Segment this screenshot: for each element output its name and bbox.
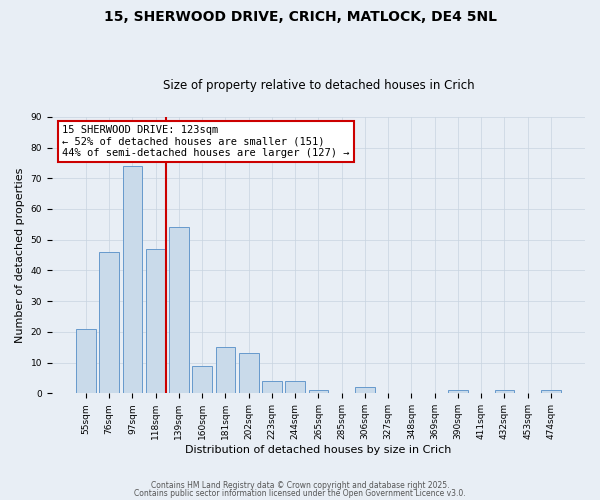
Bar — [169, 228, 189, 394]
Bar — [122, 166, 142, 394]
Bar — [494, 390, 514, 394]
Bar — [448, 390, 468, 394]
Bar — [285, 381, 305, 394]
Bar — [76, 329, 96, 394]
Y-axis label: Number of detached properties: Number of detached properties — [15, 168, 25, 343]
Bar — [239, 354, 259, 394]
Bar — [308, 390, 328, 394]
Bar — [541, 390, 561, 394]
Bar — [192, 366, 212, 394]
Text: Contains public sector information licensed under the Open Government Licence v3: Contains public sector information licen… — [134, 488, 466, 498]
Bar — [99, 252, 119, 394]
Bar — [215, 348, 235, 394]
Text: 15, SHERWOOD DRIVE, CRICH, MATLOCK, DE4 5NL: 15, SHERWOOD DRIVE, CRICH, MATLOCK, DE4 … — [104, 10, 497, 24]
Bar — [262, 381, 282, 394]
Bar — [146, 249, 166, 394]
Text: 15 SHERWOOD DRIVE: 123sqm
← 52% of detached houses are smaller (151)
44% of semi: 15 SHERWOOD DRIVE: 123sqm ← 52% of detac… — [62, 125, 350, 158]
Text: Contains HM Land Registry data © Crown copyright and database right 2025.: Contains HM Land Registry data © Crown c… — [151, 481, 449, 490]
Bar — [355, 387, 375, 394]
Title: Size of property relative to detached houses in Crich: Size of property relative to detached ho… — [163, 79, 474, 92]
X-axis label: Distribution of detached houses by size in Crich: Distribution of detached houses by size … — [185, 445, 452, 455]
